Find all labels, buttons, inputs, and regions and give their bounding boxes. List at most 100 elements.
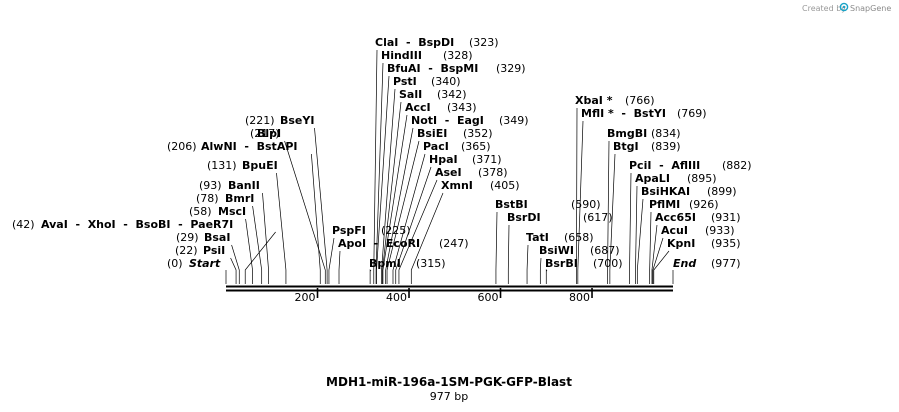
enzyme-position: (371): [472, 153, 502, 166]
enzyme-name[interactable]: ApaLI: [635, 172, 670, 185]
enzyme-position: (217): [250, 127, 280, 140]
enzyme-name[interactable]: BsrDI: [507, 211, 541, 224]
snapgene-credit: Created by SnapGene: [802, 2, 891, 13]
enzyme-position: (58): [189, 205, 212, 218]
site-connector: [649, 211, 652, 284]
enzyme-name[interactable]: BfuAI - BspMI: [387, 62, 478, 75]
enzyme-name[interactable]: KpnI: [667, 237, 695, 250]
credit-text: Created by: [802, 4, 846, 13]
site-connector: [386, 140, 420, 284]
site-labels: PsiI (22) BsaI (29)AvaI - XhoI - BsoBI - Pa…: [12, 36, 752, 270]
enzyme-name[interactable]: SalI: [399, 88, 422, 101]
enzyme-position: (78): [196, 192, 219, 205]
enzyme-position: (22): [175, 244, 198, 257]
enzyme-name[interactable]: Acc65I: [655, 211, 696, 224]
ruler-tick-label: 200: [295, 291, 316, 304]
enzyme-name[interactable]: XmnI: [441, 179, 473, 192]
enzyme-name[interactable]: HindIII: [381, 49, 422, 62]
site-connector: [262, 192, 269, 284]
enzyme-name[interactable]: ApoI - EcoRI: [338, 237, 420, 250]
enzyme-name[interactable]: MflI * - BstYI: [581, 107, 666, 120]
site-connector: [507, 224, 510, 284]
enzyme-position: (315): [416, 257, 446, 270]
enzyme-name[interactable]: BpmI: [369, 257, 401, 270]
start-label: Start: [189, 257, 221, 270]
site-connector: [311, 153, 321, 284]
enzyme-name[interactable]: TatI: [526, 231, 549, 244]
enzyme-name[interactable]: PciI - AflIII: [629, 159, 700, 172]
site-connector: [526, 244, 529, 284]
site-connector: [231, 244, 240, 284]
enzyme-position: (221): [245, 114, 275, 127]
site-connector: [395, 166, 432, 284]
enzyme-name[interactable]: AseI: [435, 166, 462, 179]
site-connector: [495, 211, 498, 284]
site-connector: [652, 237, 664, 284]
enzyme-name[interactable]: XbaI *: [575, 94, 613, 107]
enzyme-name[interactable]: PacI: [423, 140, 449, 153]
site-connector: [607, 140, 610, 284]
enzyme-name[interactable]: PspFI: [332, 224, 366, 237]
ruler: 200 400 600 800: [295, 288, 593, 304]
enzyme-position: (225): [381, 224, 411, 237]
enzyme-name[interactable]: NotI - EagI: [411, 114, 484, 127]
enzyme-name[interactable]: PsiI: [203, 244, 225, 257]
enzyme-position: (617): [583, 211, 613, 224]
ruler-tick-label: 800: [569, 291, 590, 304]
site-connectors: [230, 49, 670, 284]
enzyme-position: (352): [463, 127, 493, 140]
start-marker: (0) Start: [167, 257, 227, 284]
site-connector: [244, 231, 276, 284]
site-connector: [382, 101, 402, 284]
enzyme-position: (895): [687, 172, 717, 185]
site-connector: [376, 75, 390, 284]
site-connector: [284, 140, 326, 284]
enzyme-name[interactable]: BstBI: [495, 198, 528, 211]
enzyme-position: (93): [199, 179, 222, 192]
enzyme-position: (899): [707, 185, 737, 198]
enzyme-position: (342): [437, 88, 467, 101]
enzyme-position: (590): [571, 198, 601, 211]
enzyme-name[interactable]: BsiWI: [539, 244, 574, 257]
enzyme-position: (343): [447, 101, 477, 114]
enzyme-position: (931): [711, 211, 741, 224]
enzyme-position: (42): [12, 218, 35, 231]
enzyme-position: (131): [207, 159, 237, 172]
enzyme-name[interactable]: PstI: [393, 75, 417, 88]
end-marker: End (977): [672, 257, 741, 284]
enzyme-name[interactable]: HpaI: [429, 153, 458, 166]
enzyme-name[interactable]: BsaI: [204, 231, 230, 244]
enzyme-name[interactable]: BanII: [228, 179, 260, 192]
enzyme-name[interactable]: BsrBI: [545, 257, 578, 270]
site-connector: [577, 120, 584, 284]
enzyme-name[interactable]: AccI: [405, 101, 431, 114]
enzyme-name[interactable]: PflMI: [649, 198, 680, 211]
enzyme-name[interactable]: BseYI: [280, 114, 314, 127]
site-connector: [369, 269, 372, 284]
enzyme-name[interactable]: AvaI - XhoI - BsoBI - PaeR7I: [41, 218, 233, 231]
enzyme-name[interactable]: MscI: [218, 205, 246, 218]
enzyme-name[interactable]: BmrI: [225, 192, 254, 205]
site-connector: [636, 198, 644, 284]
enzyme-name[interactable]: AcuI: [661, 224, 688, 237]
enzyme-position: (328): [443, 49, 473, 62]
ruler-tick-label: 600: [478, 291, 499, 304]
snapgene-logo-icon: [839, 2, 849, 12]
enzyme-name[interactable]: BlpI: [257, 127, 281, 140]
enzyme-name[interactable]: BtgI: [613, 140, 639, 153]
enzyme-name[interactable]: BpuEI: [242, 159, 278, 172]
site-connector: [338, 250, 341, 284]
site-connector: [410, 192, 444, 284]
site-connector: [398, 179, 438, 284]
enzyme-name[interactable]: BmgBI: [607, 127, 647, 140]
site-connector: [230, 257, 237, 284]
enzyme-name[interactable]: AlwNI - BstAPI: [201, 140, 298, 153]
site-connector: [635, 185, 638, 284]
enzyme-position: (405): [490, 179, 520, 192]
enzyme-position: (329): [496, 62, 526, 75]
enzyme-name[interactable]: BsiEI: [417, 127, 447, 140]
enzyme-position: (769): [677, 107, 707, 120]
site-connector: [375, 62, 384, 284]
enzyme-name[interactable]: BsiHKAI: [641, 185, 690, 198]
enzyme-name[interactable]: ClaI - BspDI: [375, 36, 454, 49]
